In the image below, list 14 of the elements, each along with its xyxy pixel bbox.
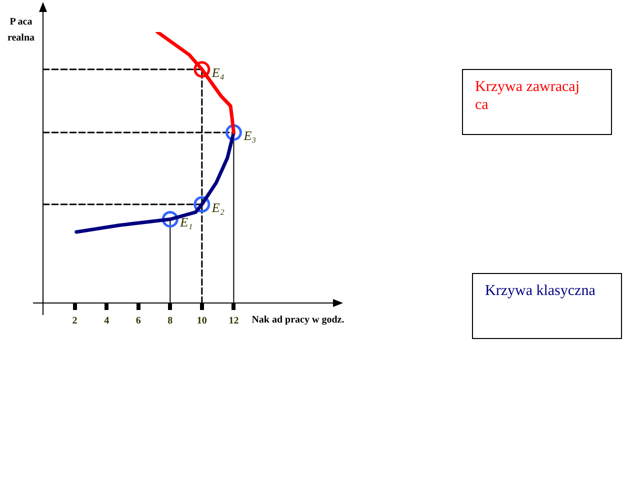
x-tick-label: 2 [72,316,78,327]
x-tick-label: 8 [168,316,173,327]
x-tick-label: 4 [104,316,110,327]
x-axis-title: Nak ad pracy w godz. [252,314,345,326]
annotation: E₁ [179,214,193,230]
annotation: E₄ [210,64,225,80]
x-tick-label: 12 [228,316,239,327]
x-tick-label: 10 [196,316,207,327]
y-axis-title: P aca realna [7,16,35,44]
text: Krzywa klasyczna [472,273,622,339]
annotation: E₃ [242,128,256,143]
text: Krzywa zawracaj ca [462,69,612,135]
x-tick-label: 6 [136,316,141,327]
annotation: E₂ [210,200,225,215]
